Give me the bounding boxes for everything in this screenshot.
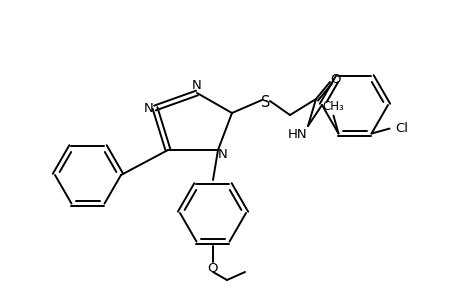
Text: O: O	[207, 262, 218, 275]
Text: S: S	[261, 94, 270, 110]
Text: Cl: Cl	[394, 122, 407, 135]
Text: N: N	[144, 101, 154, 115]
Text: HN: HN	[287, 128, 307, 140]
Text: O: O	[330, 73, 341, 85]
Text: N: N	[192, 79, 202, 92]
Text: CH₃: CH₃	[322, 100, 344, 113]
Text: N: N	[218, 148, 227, 160]
